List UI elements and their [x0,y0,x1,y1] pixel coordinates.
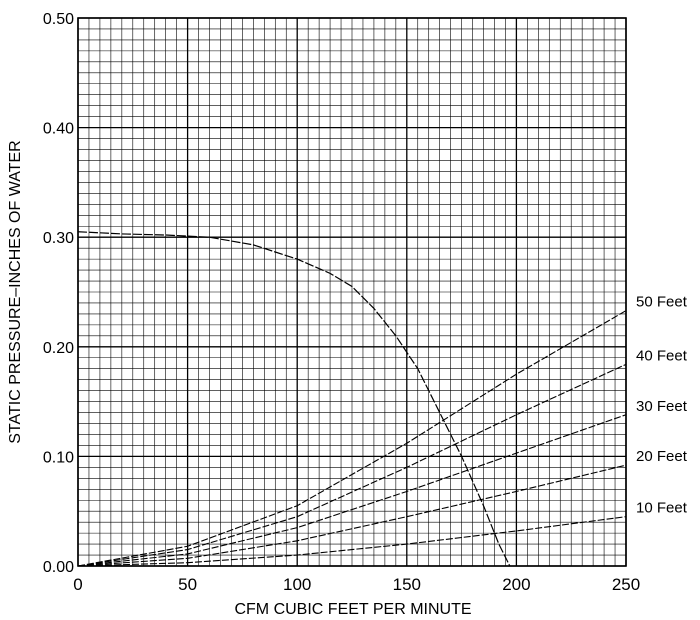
y-tick-label: 0.10 [43,449,74,466]
tick-labels: 0 50 100 150 200 250 0.00 0.10 0.20 0.30 0.40 0.50 [43,11,640,594]
system-curve-5 [77,310,627,567]
y-tick-label: 0.20 [43,340,74,357]
grid [77,17,627,567]
curve-label: 30 Feet [636,398,688,415]
x-axis-title: CFM CUBIC FEET PER MINUTE [234,601,471,618]
curve-labels: 10 Feet 20 Feet 30 Feet 40 Feet 50 Feet [636,294,688,517]
system-curve-1 [77,516,627,567]
curve-label: 50 Feet [636,294,688,311]
y-tick-label: 0.40 [43,121,74,138]
curve-label: 20 Feet [636,448,688,465]
curve-label: 40 Feet [636,347,688,364]
x-tick-label: 100 [283,575,311,594]
y-tick-label: 0.30 [43,230,74,247]
x-tick-label: 200 [502,575,530,594]
curve-label: 10 Feet [636,500,688,517]
fan-performance-curve [77,231,511,567]
y-tick-label: 0.50 [43,11,74,28]
x-tick-label: 0 [73,575,82,594]
y-axis-title: STATIC PRESSURE–INCHES OF WATER [7,140,24,443]
x-tick-label: 50 [178,575,197,594]
system-curve-4 [77,363,627,567]
x-tick-label: 250 [612,575,640,594]
x-tick-label: 150 [393,575,421,594]
curves [77,231,627,567]
system-curve-2 [77,464,627,567]
plot-border [77,17,627,567]
system-curve-3 [77,414,627,567]
y-tick-label: 0.00 [43,559,74,576]
